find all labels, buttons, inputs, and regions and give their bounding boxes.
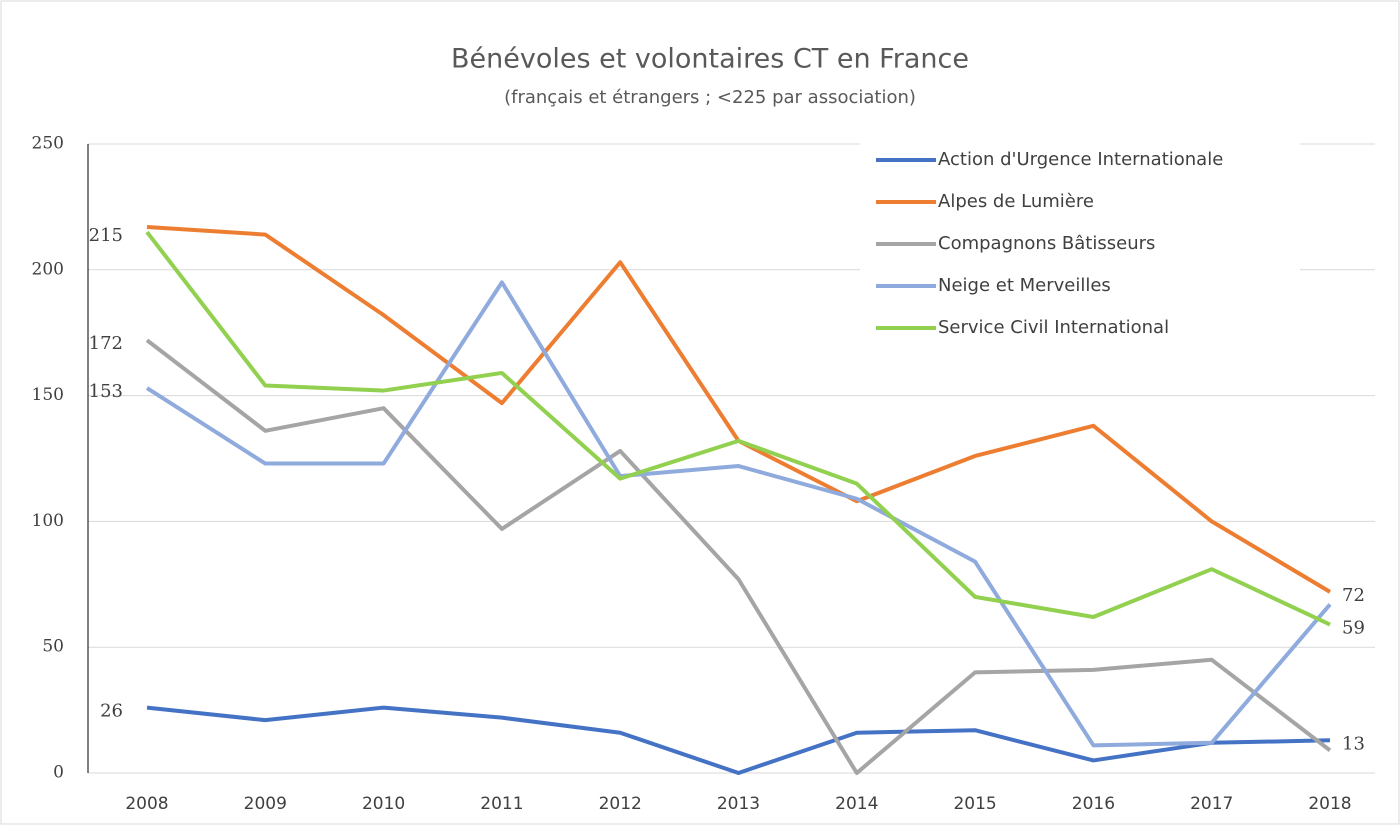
series-line (146, 705, 1331, 775)
data-label: 215 (89, 225, 123, 246)
legend-label: Action d'Urgence Internationale (938, 149, 1223, 170)
x-tick-label: 2017 (1190, 794, 1233, 814)
x-tick-label: 2015 (953, 794, 996, 814)
data-label: 153 (89, 381, 123, 402)
x-tick-label: 2018 (1308, 794, 1351, 814)
x-tick-label: 2011 (480, 794, 523, 814)
y-tick-label: 200 (32, 259, 64, 279)
lines (145, 225, 1332, 775)
chart-subtitle: (français et étrangers ; <225 par associ… (504, 87, 916, 108)
series-line (145, 230, 1331, 627)
x-tick-label: 2014 (835, 794, 878, 814)
data-label: 13 (1342, 733, 1365, 754)
x-tick-label: 2010 (362, 794, 405, 814)
y-tick-label: 150 (32, 385, 64, 405)
x-tick-label: 2016 (1072, 794, 1115, 814)
data-label: 72 (1342, 585, 1365, 606)
data-label: 172 (89, 333, 123, 354)
series-line (145, 280, 1332, 748)
x-tick-label: 2013 (717, 794, 760, 814)
legend-label: Neige et Merveilles (938, 275, 1111, 296)
y-tick-label: 0 (53, 763, 64, 783)
legend-label: Alpes de Lumière (938, 191, 1094, 212)
y-tick-label: 50 (42, 637, 64, 657)
data-label: 59 (1342, 618, 1365, 639)
x-tick-label: 2008 (125, 794, 168, 814)
x-tick-label: 2009 (244, 794, 287, 814)
grid (87, 143, 1375, 774)
data-label: 26 (100, 701, 123, 722)
series-line (145, 338, 1332, 775)
y-tick-label: 250 (32, 134, 64, 154)
y-tick-label: 100 (32, 511, 64, 531)
x-tick-label: 2012 (599, 794, 642, 814)
legend-label: Compagnons Bâtisseurs (938, 233, 1155, 254)
legend-label: Service Civil International (938, 317, 1169, 338)
chart-title: Bénévoles et volontaires CT en France (451, 44, 969, 75)
